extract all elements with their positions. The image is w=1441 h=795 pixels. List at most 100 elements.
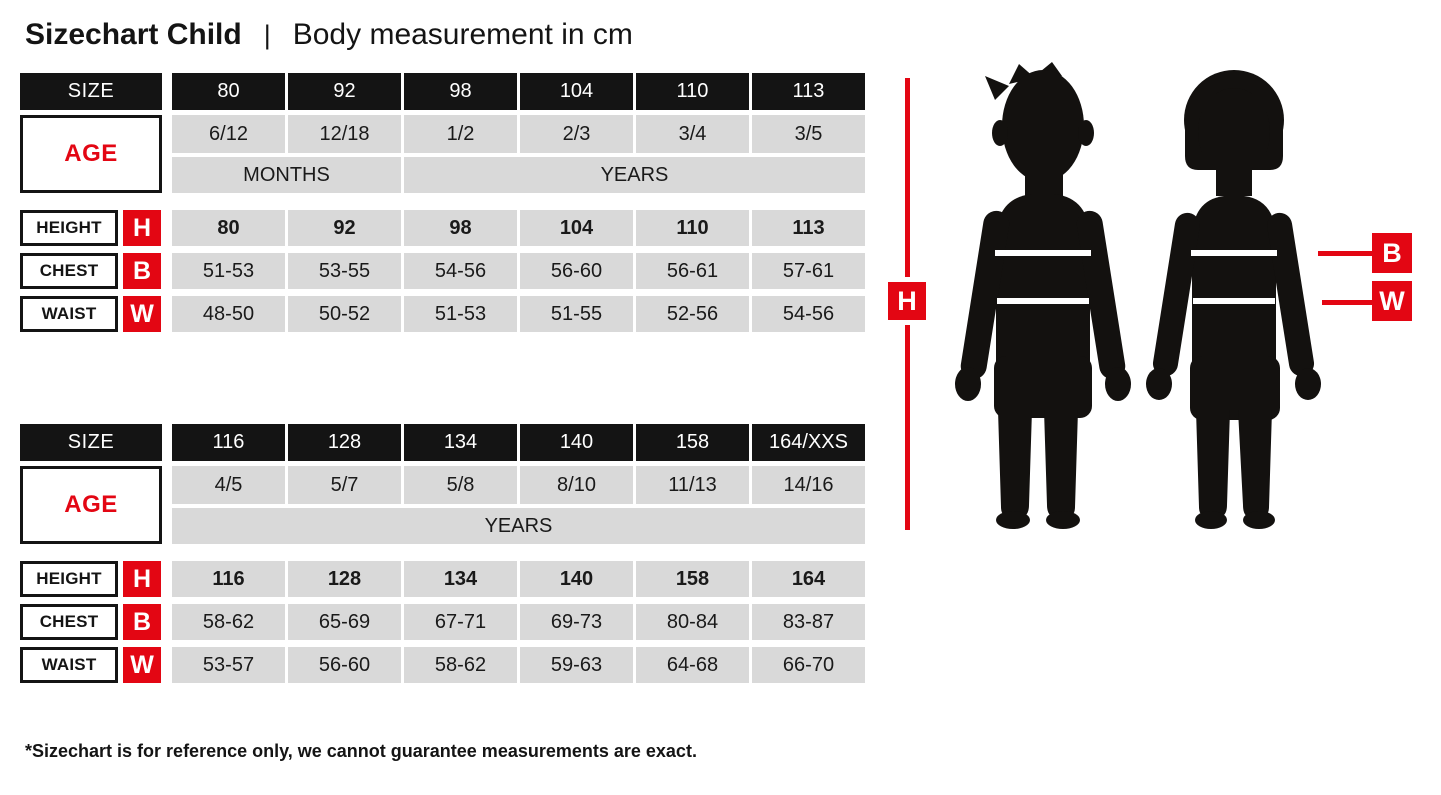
- girl-silhouette: [1146, 70, 1321, 529]
- waist-value-cell: 52-56: [636, 296, 749, 332]
- age-row: 6/12 12/18 1/2 2/3 3/4 3/5: [20, 115, 865, 153]
- waist-value-cell: 66-70: [752, 647, 865, 683]
- size-table-small: SIZE 80 92 98 104 110 113 AGE 6/12 12/18…: [20, 73, 865, 333]
- chest-letter-badge: B: [123, 253, 161, 289]
- boy-chest-line: [995, 250, 1091, 256]
- title-separator: |: [263, 20, 271, 50]
- height-row: HEIGHT H 80 92 98 104 110 113: [20, 210, 865, 246]
- height-value-cell: 92: [288, 210, 401, 246]
- height-row: HEIGHT H 116 128 134 140 158 164: [20, 561, 865, 597]
- age-row: 4/5 5/7 5/8 8/10 11/13 14/16: [20, 466, 865, 504]
- page-subtitle: Body measurement in cm: [292, 18, 633, 51]
- chest-row: CHEST B 58-62 65-69 67-71 69-73 80-84 83…: [20, 604, 865, 640]
- children-silhouettes: [955, 62, 1321, 529]
- age-value-cell: 3/5: [752, 115, 865, 153]
- chest-value-cell: 58-62: [172, 604, 285, 640]
- waist-connector-line: [1322, 300, 1372, 305]
- size-row: SIZE 80 92 98 104 110 113: [20, 73, 865, 110]
- height-value-cell: 128: [288, 561, 401, 597]
- size-value-cell: 110: [636, 73, 749, 110]
- height-value-cell: 110: [636, 210, 749, 246]
- height-value-cell: 134: [404, 561, 517, 597]
- waist-letter-badge: W: [123, 296, 161, 332]
- size-value-cell: 128: [288, 424, 401, 461]
- height-letter-badge: H: [123, 210, 161, 246]
- waist-label: WAIST: [20, 296, 118, 332]
- age-label-box: AGE: [20, 115, 162, 193]
- size-row: SIZE 116 128 134 140 158 164/XXS: [20, 424, 865, 461]
- waist-marker: W: [1372, 281, 1412, 321]
- height-value-cell: 80: [172, 210, 285, 246]
- height-label: HEIGHT: [20, 210, 118, 246]
- waist-label: WAIST: [20, 647, 118, 683]
- chest-value-cell: 54-56: [404, 253, 517, 289]
- waist-row: WAIST W 53-57 56-60 58-62 59-63 64-68 66…: [20, 647, 865, 683]
- chest-label: CHEST: [20, 253, 118, 289]
- girl-chest-line: [1191, 250, 1277, 256]
- height-label: HEIGHT: [20, 561, 118, 597]
- size-header: SIZE: [20, 424, 162, 461]
- waist-value-cell: 51-53: [404, 296, 517, 332]
- size-value-cell: 164/XXS: [752, 424, 865, 461]
- waist-value-cell: 59-63: [520, 647, 633, 683]
- boy-silhouette: [955, 62, 1131, 529]
- age-value-cell: 14/16: [752, 466, 865, 504]
- height-value-cell: 116: [172, 561, 285, 597]
- age-value-cell: 12/18: [288, 115, 401, 153]
- waist-value-cell: 64-68: [636, 647, 749, 683]
- height-value-cell: 98: [404, 210, 517, 246]
- chest-connector-line: [1318, 251, 1372, 256]
- size-table-large: SIZE 116 128 134 140 158 164/XXS AGE 4/5…: [20, 424, 865, 684]
- waist-value-cell: 58-62: [404, 647, 517, 683]
- height-letter-badge: H: [123, 561, 161, 597]
- page-title: Sizechart Child: [25, 18, 242, 51]
- chest-value-cell: 80-84: [636, 604, 749, 640]
- height-value-cell: 158: [636, 561, 749, 597]
- page-header: Sizechart Child | Body measurement in cm: [25, 18, 633, 52]
- waist-value-cell: 53-57: [172, 647, 285, 683]
- chest-value-cell: 67-71: [404, 604, 517, 640]
- unit-months-cell: MONTHS: [172, 157, 401, 193]
- size-value-cell: 104: [520, 73, 633, 110]
- chest-value-cell: 53-55: [288, 253, 401, 289]
- age-value-cell: 6/12: [172, 115, 285, 153]
- age-value-cell: 3/4: [636, 115, 749, 153]
- waist-letter-badge: W: [123, 647, 161, 683]
- age-value-cell: 8/10: [520, 466, 633, 504]
- chest-marker: B: [1372, 233, 1412, 273]
- chest-value-cell: 56-60: [520, 253, 633, 289]
- waist-value-cell: 54-56: [752, 296, 865, 332]
- size-value-cell: 113: [752, 73, 865, 110]
- waist-row: WAIST W 48-50 50-52 51-53 51-55 52-56 54…: [20, 296, 865, 332]
- chest-letter-badge: B: [123, 604, 161, 640]
- waist-value-cell: 50-52: [288, 296, 401, 332]
- size-value-cell: 140: [520, 424, 633, 461]
- unit-years-cell: YEARS: [404, 157, 865, 193]
- size-value-cell: 92: [288, 73, 401, 110]
- chest-value-cell: 83-87: [752, 604, 865, 640]
- chest-label: CHEST: [20, 604, 118, 640]
- girl-waist-line: [1193, 298, 1275, 304]
- chest-value-cell: 56-61: [636, 253, 749, 289]
- age-value-cell: 5/8: [404, 466, 517, 504]
- height-value-cell: 113: [752, 210, 865, 246]
- age-label-box: AGE: [20, 466, 162, 544]
- size-value-cell: 80: [172, 73, 285, 110]
- size-value-cell: 116: [172, 424, 285, 461]
- age-value-cell: 5/7: [288, 466, 401, 504]
- chest-value-cell: 51-53: [172, 253, 285, 289]
- age-units-row: YEARS: [20, 508, 865, 544]
- chest-row: CHEST B 51-53 53-55 54-56 56-60 56-61 57…: [20, 253, 865, 289]
- height-marker: H: [888, 282, 926, 320]
- boy-waist-line: [997, 298, 1089, 304]
- unit-years-cell: YEARS: [172, 508, 865, 544]
- height-value-cell: 164: [752, 561, 865, 597]
- size-header: SIZE: [20, 73, 162, 110]
- size-value-cell: 98: [404, 73, 517, 110]
- disclaimer: *Sizechart is for reference only, we can…: [25, 741, 697, 761]
- waist-value-cell: 56-60: [288, 647, 401, 683]
- age-value-cell: 11/13: [636, 466, 749, 504]
- age-value-cell: 1/2: [404, 115, 517, 153]
- age-units-row: MONTHS YEARS: [20, 157, 865, 193]
